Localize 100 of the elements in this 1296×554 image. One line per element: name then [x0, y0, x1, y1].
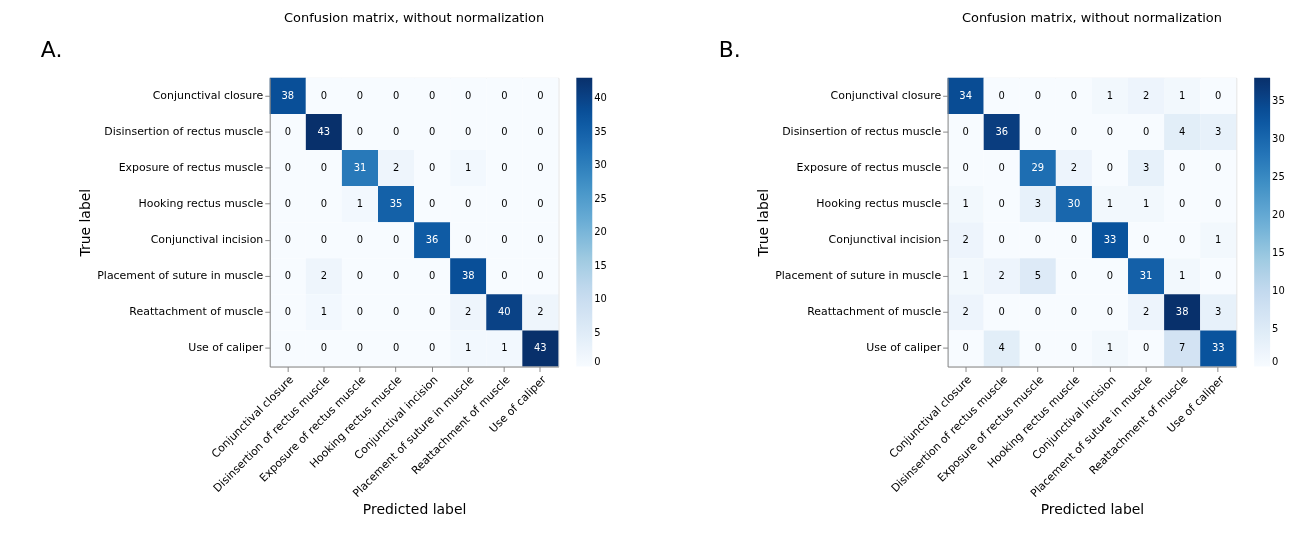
- data-label: 1: [1106, 342, 1114, 354]
- data-label: 7: [1178, 342, 1186, 354]
- data-label: 2: [998, 270, 1005, 282]
- data-label: 1: [962, 198, 969, 210]
- data-label: 38: [1175, 306, 1189, 318]
- data-label: 0: [356, 234, 364, 246]
- data-label: 0: [537, 198, 544, 210]
- data-label: 1: [356, 198, 364, 210]
- data-label: 0: [1178, 198, 1186, 210]
- data-label: 0: [1142, 234, 1150, 246]
- chart-title: Confusion matrix, without normalization: [284, 10, 545, 26]
- data-label: 0: [284, 342, 291, 354]
- y-tick-label: Reattachment of muscle: [129, 305, 264, 319]
- color-bar-label: 10: [1272, 284, 1285, 296]
- data-label: 1: [465, 342, 472, 354]
- data-label: 0: [501, 234, 508, 246]
- y-tick-label: Exposure of rectus muscle: [118, 161, 264, 175]
- data-label: 1: [1106, 198, 1114, 210]
- data-label: 0: [998, 234, 1005, 246]
- data-label: 0: [284, 234, 291, 246]
- data-label: 0: [1034, 125, 1041, 137]
- y-tick-label: Conjunctival incision: [828, 233, 942, 247]
- data-label: 1: [1106, 89, 1114, 101]
- color-bar-label: 15: [1272, 246, 1285, 258]
- data-label: 0: [284, 162, 291, 174]
- data-label: 4: [1178, 125, 1186, 137]
- color-bar-label: 0: [594, 355, 601, 367]
- data-label: 0: [998, 198, 1005, 210]
- data-label: 2: [1142, 306, 1150, 318]
- data-label: 0: [465, 125, 472, 137]
- y-tick-label: Conjunctival incision: [150, 233, 264, 247]
- data-label: 0: [428, 342, 436, 354]
- data-label: 2: [962, 306, 969, 318]
- color-bar-label: 40: [594, 91, 607, 103]
- data-label: 0: [501, 198, 508, 210]
- y-tick-label: Hooking rectus muscle: [138, 197, 264, 211]
- data-label: 0: [1215, 270, 1222, 282]
- data-label: 0: [392, 234, 400, 246]
- chart-title: Confusion matrix, without normalization: [961, 10, 1222, 26]
- data-label: 31: [1139, 270, 1153, 282]
- color-bar-label: 10: [594, 293, 607, 305]
- data-label: 0: [320, 89, 328, 101]
- data-label: 0: [320, 198, 328, 210]
- data-label: 0: [537, 234, 544, 246]
- data-label: 0: [356, 89, 364, 101]
- data-label: 1: [1142, 198, 1150, 210]
- data-label: 0: [428, 306, 436, 318]
- x-axis-title: Predicted label: [362, 501, 467, 518]
- data-label: 3: [1215, 306, 1222, 318]
- data-label: 38: [461, 270, 475, 282]
- data-label: 0: [962, 162, 969, 174]
- y-tick-label: Reattachment of muscle: [807, 305, 942, 319]
- data-label: 0: [284, 270, 291, 282]
- data-label: 0: [1106, 270, 1114, 282]
- y-tick-label: Conjunctival closure: [152, 88, 264, 102]
- data-label: 0: [284, 198, 291, 210]
- data-label: 0: [284, 306, 291, 318]
- data-label: 0: [1178, 162, 1186, 174]
- data-label: 1: [465, 162, 472, 174]
- data-label: 0: [501, 89, 508, 101]
- data-label: 5: [1034, 270, 1041, 282]
- y-tick-label: Placement of suture in muscle: [775, 269, 942, 283]
- data-label: 0: [537, 125, 544, 137]
- data-label: 2: [320, 270, 328, 282]
- data-label: 0: [428, 162, 436, 174]
- data-label: 0: [1106, 306, 1114, 318]
- color-bar-label: 25: [594, 192, 607, 204]
- data-label: 0: [998, 89, 1005, 101]
- data-label: 0: [998, 306, 1005, 318]
- data-label: 0: [392, 342, 400, 354]
- text: A.: [40, 36, 63, 62]
- data-label: 0: [392, 270, 400, 282]
- data-label: 1: [320, 306, 328, 318]
- data-label: 0: [356, 125, 364, 137]
- data-label: 43: [534, 342, 547, 354]
- color-bar-label: 30: [1272, 132, 1285, 144]
- data-label: 0: [537, 162, 544, 174]
- data-label: 30: [1067, 198, 1081, 210]
- data-label: 3: [1142, 162, 1150, 174]
- data-label: 0: [356, 270, 364, 282]
- data-label: 31: [353, 162, 367, 174]
- data-label: 0: [998, 162, 1005, 174]
- data-label: 0: [428, 89, 436, 101]
- data-label: 0: [428, 270, 436, 282]
- data-label: 0: [1034, 342, 1041, 354]
- color-bar-label: 5: [1272, 322, 1279, 334]
- data-label: 38: [281, 89, 295, 101]
- data-label: 0: [1070, 342, 1078, 354]
- x-axis-title: Predicted label: [1040, 501, 1145, 518]
- data-label: 29: [1031, 162, 1045, 174]
- y-axis-title: True label: [754, 188, 771, 258]
- data-label: 3: [1215, 125, 1222, 137]
- data-label: 0: [1178, 234, 1186, 246]
- color-bar-label: 15: [594, 259, 607, 271]
- data-label: 36: [425, 234, 439, 246]
- data-label: 0: [465, 198, 472, 210]
- data-label: 2: [465, 306, 472, 318]
- data-label: 0: [501, 125, 508, 137]
- data-label: 0: [1215, 162, 1222, 174]
- data-label: 43: [317, 125, 331, 137]
